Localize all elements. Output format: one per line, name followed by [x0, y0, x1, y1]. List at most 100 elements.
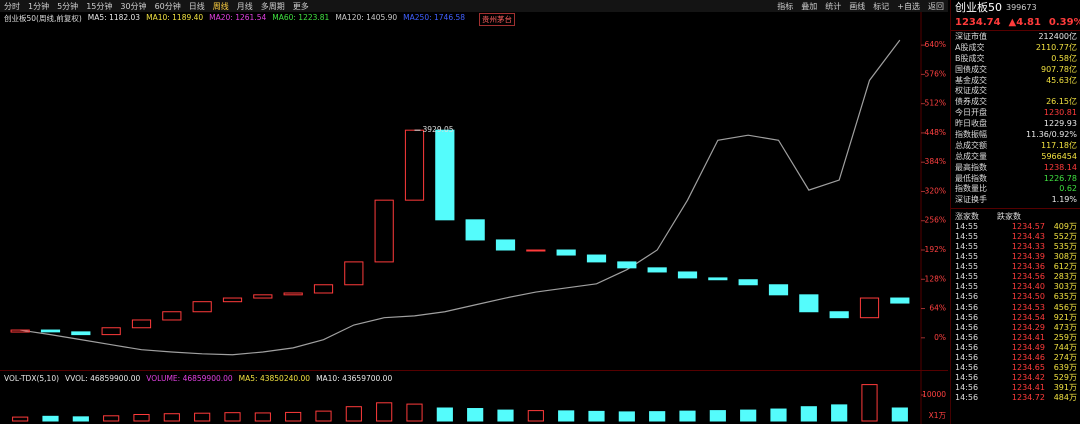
period-tab[interactable]: 分时 [4, 1, 20, 11]
field-row: 权证成交 [951, 85, 1080, 96]
field-row: 最低指数 1226.78 [951, 173, 1080, 184]
volume-bar [740, 409, 757, 422]
volume-bar [42, 415, 59, 422]
volume-bar [497, 409, 514, 422]
candle [890, 297, 910, 304]
tick-cell: 1234.65 [1011, 363, 1045, 373]
period-tab[interactable]: 5分钟 [57, 1, 79, 11]
tick-cell: 14:56 [955, 332, 979, 342]
compare-line [20, 39, 901, 356]
y-tick-label: 128% [925, 274, 946, 283]
field-row: 指数振幅 11.36/0.92% [951, 129, 1080, 140]
ma-label: MA60: 1223.81 [272, 13, 330, 22]
period-tab[interactable]: 更多 [292, 1, 309, 11]
candle [799, 294, 819, 313]
volume-bar [800, 406, 817, 422]
field-value: 26.15亿 [1046, 97, 1077, 107]
candle [859, 297, 880, 319]
tick-cell: 274万 [1053, 353, 1077, 363]
field-label: 指数量比 [955, 184, 987, 194]
tool-button[interactable]: 画线 [849, 1, 866, 11]
tick-cell: 308万 [1053, 252, 1077, 262]
candle [40, 329, 61, 333]
tool-button[interactable]: 叠加 [801, 1, 818, 11]
change-pct: 0.39% [1048, 16, 1080, 28]
period-tab[interactable]: 30分钟 [120, 1, 147, 11]
field-row: 最高指数 1238.14 [951, 162, 1080, 173]
tick-cell: 1234.56 [1011, 272, 1045, 282]
tick-cell: 14:55 [955, 221, 979, 231]
volume-bar [891, 407, 908, 422]
y-tick-label: 0% [934, 333, 946, 342]
volume-label: VOL-TDX(5,10) [4, 374, 60, 383]
tick-cell: 303万 [1053, 282, 1077, 292]
tick-row: 14:55 1234.40 303万 [951, 282, 1080, 292]
field-label: 深证换手 [955, 195, 987, 205]
y-tick-label: 64% [929, 304, 946, 313]
tick-cell: 552万 [1053, 231, 1077, 241]
field-label: 深证市值 [955, 31, 987, 41]
field-value: 117.18亿 [1041, 140, 1077, 150]
tool-button[interactable]: +自选 [897, 1, 920, 11]
ma-label: MA20: 1261.54 [209, 13, 267, 22]
volume-bar [194, 412, 211, 422]
volume-label: VOLUME: 46859900.00 [146, 374, 233, 383]
volume-unit: X1万 [929, 411, 947, 420]
tick-cell: 1234.49 [1011, 342, 1045, 352]
index-name: 创业板50 [955, 1, 1002, 14]
tool-button[interactable]: 统计 [825, 1, 842, 11]
volume-legend: VOL-TDX(5,10) VVOL: 46859900.00 VOLUME: 46… [4, 374, 392, 383]
tick-cell: 535万 [1053, 241, 1077, 251]
candle [192, 301, 212, 313]
period-tab[interactable]: 15分钟 [86, 1, 113, 11]
volume-label: MA5: 43850240.00 [238, 374, 311, 383]
tick-cell: 744万 [1053, 342, 1077, 352]
tick-cell: 14:56 [955, 342, 979, 352]
tick-cell: 1234.29 [1011, 322, 1045, 332]
tick-cell: 529万 [1053, 373, 1077, 383]
toolbar: 分时 1分钟 5分钟 15分钟 30分钟 60分钟 日线 周线 月线 多周期 更多 指标 叠加 统计 画线标… [0, 0, 948, 12]
field-row: 昨日收盘 1229.93 [951, 118, 1080, 129]
candle [71, 331, 91, 336]
tick-cell: 1234.46 [1011, 353, 1045, 363]
tick-row: 14:55 1234.56 283万 [951, 272, 1080, 282]
ticks-header-cell: 涨家数 [955, 212, 979, 222]
tick-row: 14:56 1234.54 921万 [951, 312, 1080, 322]
fields: 深证市值 212400亿 A股成交 2110.77亿 B股成交 0.58亿 国债成交 907.… [951, 31, 1080, 205]
period-tab[interactable]: 1分钟 [28, 1, 50, 11]
tool-button[interactable]: 标记 [873, 1, 890, 11]
volume-bar [376, 402, 393, 422]
period-tab[interactable]: 多周期 [260, 1, 285, 11]
field-row: 今日开盘 1230.81 [951, 107, 1080, 118]
tick-cell: 1234.72 [1011, 393, 1045, 403]
tick-cell: 473万 [1053, 322, 1077, 332]
tool-button[interactable]: 指标 [777, 1, 794, 11]
tick-cell: 1234.33 [1011, 241, 1045, 251]
divider [0, 370, 948, 371]
field-value: 1229.93 [1043, 119, 1077, 129]
period-tab[interactable]: 日线 [188, 1, 205, 11]
volume-bar [861, 384, 878, 422]
field-label: 指数振幅 [955, 129, 987, 139]
compare-label: 贵州茅台 [479, 13, 516, 26]
tick-cell: 14:55 [955, 272, 979, 282]
tick-row: 14:56 1234.50 635万 [951, 292, 1080, 302]
ticks-header: 涨家数 跌家数 [951, 208, 1080, 221]
candle [495, 239, 516, 251]
field-label: 昨日收盘 [955, 119, 987, 129]
field-value: 1230.81 [1043, 108, 1077, 118]
tool-button[interactable]: 返回 [928, 1, 944, 11]
tick-row: 14:56 1234.65 639万 [951, 363, 1080, 373]
period-tab[interactable]: 月线 [236, 1, 253, 11]
candle [435, 129, 455, 221]
tick-cell: 639万 [1053, 363, 1077, 373]
period-tab[interactable]: 周线 [212, 1, 229, 11]
peak-label: 3929.05 [423, 125, 454, 134]
candle [526, 249, 546, 252]
tick-cell: 1234.36 [1011, 262, 1045, 272]
tick-cell: 1234.54 [1011, 312, 1045, 322]
period-tab[interactable]: 60分钟 [154, 1, 181, 11]
ma-label: MA120: 1405.90 [335, 13, 398, 22]
field-label: 最低指数 [955, 173, 987, 183]
volume-label: MA10: 43659700.00 [316, 374, 393, 383]
